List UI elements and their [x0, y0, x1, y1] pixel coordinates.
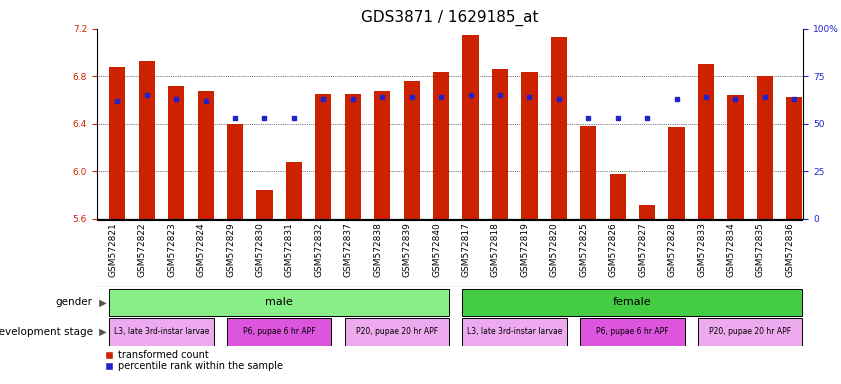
Bar	[374, 91, 390, 219]
Text: GSM572839: GSM572839	[403, 222, 411, 277]
Bar	[286, 162, 302, 219]
Text: ▶: ▶	[96, 327, 107, 337]
Text: GSM572818: GSM572818	[491, 222, 500, 277]
Bar	[109, 318, 214, 346]
Text: GSM572826: GSM572826	[609, 222, 617, 277]
Bar	[109, 67, 125, 219]
Bar	[580, 126, 596, 219]
Bar	[492, 69, 508, 219]
Bar	[139, 61, 155, 219]
Text: P20, pupae 20 hr APF: P20, pupae 20 hr APF	[356, 328, 438, 336]
Bar	[257, 190, 272, 219]
Bar	[227, 318, 331, 346]
Bar	[521, 71, 537, 219]
Text: P20, pupae 20 hr APF: P20, pupae 20 hr APF	[709, 328, 791, 336]
Text: GSM572822: GSM572822	[138, 222, 146, 277]
Bar	[669, 127, 685, 219]
Text: GSM572831: GSM572831	[285, 222, 294, 277]
Text: GSM572837: GSM572837	[344, 222, 352, 277]
Text: GSM572832: GSM572832	[315, 222, 323, 277]
Text: female: female	[613, 297, 652, 308]
Bar	[463, 318, 567, 346]
Bar	[698, 65, 714, 219]
Bar	[168, 86, 184, 219]
Text: GSM572840: GSM572840	[432, 222, 441, 277]
Text: GSM572824: GSM572824	[197, 222, 205, 277]
Bar	[404, 81, 420, 219]
Bar	[198, 91, 214, 219]
Text: GSM572819: GSM572819	[521, 222, 530, 277]
Text: GSM572838: GSM572838	[373, 222, 382, 277]
Text: GSM572835: GSM572835	[756, 222, 764, 277]
Title: GDS3871 / 1629185_at: GDS3871 / 1629185_at	[361, 10, 539, 26]
Text: GSM572830: GSM572830	[256, 222, 264, 277]
Text: GSM572821: GSM572821	[108, 222, 117, 277]
Text: P6, pupae 6 hr APF: P6, pupae 6 hr APF	[596, 328, 669, 336]
Bar	[227, 124, 243, 219]
Bar	[315, 94, 331, 219]
Bar	[551, 37, 567, 219]
Text: GSM572836: GSM572836	[785, 222, 794, 277]
Bar	[463, 35, 479, 219]
Text: L3, late 3rd-instar larvae: L3, late 3rd-instar larvae	[114, 328, 209, 336]
Bar	[786, 96, 802, 219]
Text: GSM572817: GSM572817	[462, 222, 470, 277]
Text: GSM572823: GSM572823	[167, 222, 177, 277]
Text: GSM572829: GSM572829	[226, 222, 235, 277]
Text: GSM572828: GSM572828	[668, 222, 676, 277]
Bar	[727, 95, 743, 219]
Bar	[345, 94, 361, 219]
Text: GSM572833: GSM572833	[697, 222, 706, 277]
Text: development stage: development stage	[0, 327, 93, 337]
Bar	[610, 174, 626, 219]
Bar	[757, 76, 773, 219]
Bar	[345, 318, 449, 346]
Text: GSM572827: GSM572827	[638, 222, 648, 277]
Bar	[109, 289, 449, 316]
Text: P6, pupae 6 hr APF: P6, pupae 6 hr APF	[243, 328, 315, 336]
Text: ▶: ▶	[96, 297, 107, 308]
Bar	[433, 71, 449, 219]
Bar	[639, 205, 655, 219]
Bar	[463, 289, 802, 316]
Text: GSM572825: GSM572825	[579, 222, 588, 277]
Text: male: male	[266, 297, 293, 308]
Text: GSM572834: GSM572834	[727, 222, 735, 277]
Bar	[698, 318, 802, 346]
Text: gender: gender	[56, 297, 93, 308]
Bar	[580, 318, 685, 346]
Text: L3, late 3rd-instar larvae: L3, late 3rd-instar larvae	[467, 328, 563, 336]
Legend: transformed count, percentile rank within the sample: transformed count, percentile rank withi…	[102, 346, 287, 375]
Text: GSM572820: GSM572820	[550, 222, 558, 277]
